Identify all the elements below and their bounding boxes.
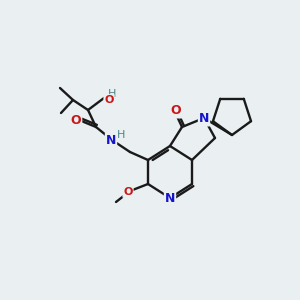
Text: H: H [108,89,116,99]
Text: N: N [199,112,209,125]
Text: N: N [165,191,175,205]
Text: O: O [123,187,133,197]
Text: N: N [106,134,116,146]
Text: O: O [71,115,81,128]
Text: O: O [171,104,181,118]
Text: O: O [104,95,114,105]
Text: H: H [117,130,125,140]
